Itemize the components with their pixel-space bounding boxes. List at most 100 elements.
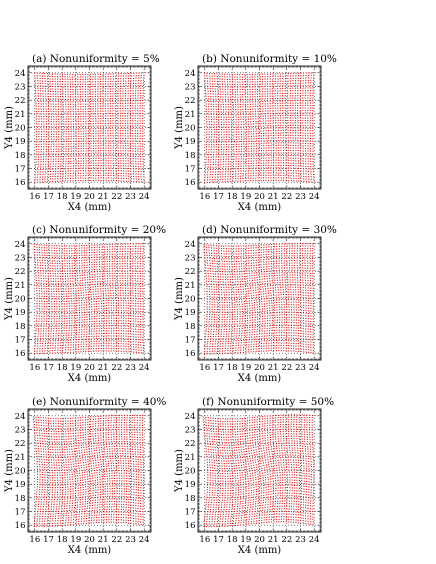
data-point — [85, 152, 87, 154]
data-point — [232, 173, 234, 175]
data-point — [120, 160, 122, 162]
data-point — [207, 176, 209, 178]
data-point — [246, 73, 248, 76]
data-point — [289, 122, 292, 124]
data-point — [109, 93, 111, 95]
data-point — [57, 165, 59, 168]
data-point — [295, 172, 297, 174]
data-point — [119, 125, 121, 127]
data-point — [297, 90, 299, 92]
data-point — [92, 132, 94, 134]
data-point — [89, 98, 92, 100]
data-point — [235, 175, 237, 177]
data-point — [70, 135, 72, 137]
data-point — [119, 130, 122, 132]
data-point — [122, 88, 124, 90]
data-point — [97, 95, 99, 97]
data-point — [80, 177, 82, 179]
data-point — [267, 112, 269, 114]
data-point — [232, 175, 234, 177]
data-point — [269, 76, 271, 78]
data-point — [289, 104, 291, 107]
data-point — [245, 175, 247, 177]
data-point — [295, 145, 297, 147]
data-point — [309, 150, 311, 152]
data-point — [292, 112, 294, 114]
data-point — [263, 172, 265, 174]
data-point — [232, 168, 234, 170]
data-point — [41, 320, 43, 322]
data-point — [112, 145, 114, 147]
data-point — [46, 244, 48, 246]
data-point — [75, 143, 77, 145]
data-point — [39, 77, 41, 80]
data-point — [107, 110, 109, 112]
data-point — [127, 92, 129, 94]
data-point — [45, 136, 47, 138]
data-point — [50, 146, 52, 148]
data-point — [60, 138, 62, 140]
data-point — [273, 147, 275, 149]
data-point — [244, 74, 246, 76]
data-point — [254, 78, 256, 80]
data-point — [85, 167, 87, 169]
data-point — [230, 121, 232, 123]
data-point — [292, 117, 294, 119]
data-point — [55, 143, 57, 145]
data-point — [307, 87, 309, 89]
data-point — [48, 123, 50, 125]
data-point — [94, 93, 96, 95]
data-point — [252, 91, 254, 93]
data-point — [204, 87, 206, 90]
data-point — [265, 120, 267, 122]
data-point — [207, 159, 210, 161]
data-point — [53, 141, 55, 143]
data-point — [77, 81, 79, 83]
data-point — [207, 164, 209, 166]
data-point — [92, 162, 94, 164]
data-point — [105, 90, 107, 92]
data-point — [98, 152, 100, 154]
data-point — [62, 160, 64, 162]
data-point — [128, 78, 130, 80]
data-point — [255, 169, 257, 172]
data-point — [282, 159, 285, 161]
data-point — [279, 75, 281, 77]
data-point — [105, 130, 107, 132]
data-point — [103, 177, 105, 179]
data-point — [307, 100, 309, 102]
data-point — [50, 158, 52, 160]
data-point — [258, 142, 260, 144]
data-point — [40, 267, 42, 269]
data-point — [48, 141, 50, 143]
data-point — [51, 73, 53, 75]
data-point — [67, 88, 69, 90]
data-point — [265, 113, 267, 115]
data-point — [73, 140, 75, 142]
data-point — [140, 87, 142, 89]
data-point — [211, 73, 213, 75]
data-point — [122, 160, 124, 162]
data-point — [137, 138, 139, 140]
data-point — [307, 160, 309, 162]
data-point — [300, 142, 302, 144]
data-point — [212, 90, 214, 93]
data-point — [112, 100, 114, 102]
data-point — [51, 310, 53, 313]
data-point — [250, 116, 252, 118]
data-point — [270, 172, 272, 174]
data-point — [132, 160, 134, 162]
data-point — [295, 157, 297, 159]
data-point — [53, 123, 55, 125]
data-point — [285, 147, 287, 149]
data-point — [99, 113, 102, 115]
data-point — [232, 81, 234, 83]
data-point — [48, 333, 50, 335]
data-point — [55, 151, 57, 153]
data-point — [127, 100, 129, 102]
data-point — [40, 93, 42, 95]
data-point — [212, 161, 214, 163]
data-point — [243, 128, 245, 130]
data-point — [277, 80, 279, 82]
data-point — [206, 133, 208, 135]
